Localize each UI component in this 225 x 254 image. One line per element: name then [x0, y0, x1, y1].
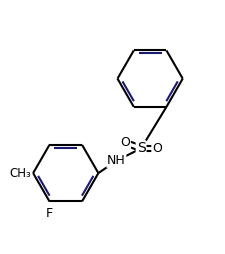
Text: S: S — [136, 141, 145, 155]
Text: CH₃: CH₃ — [9, 167, 31, 180]
Text: NH: NH — [106, 154, 125, 167]
Text: O: O — [120, 136, 130, 149]
Text: O: O — [151, 142, 161, 155]
Text: F: F — [46, 207, 53, 220]
